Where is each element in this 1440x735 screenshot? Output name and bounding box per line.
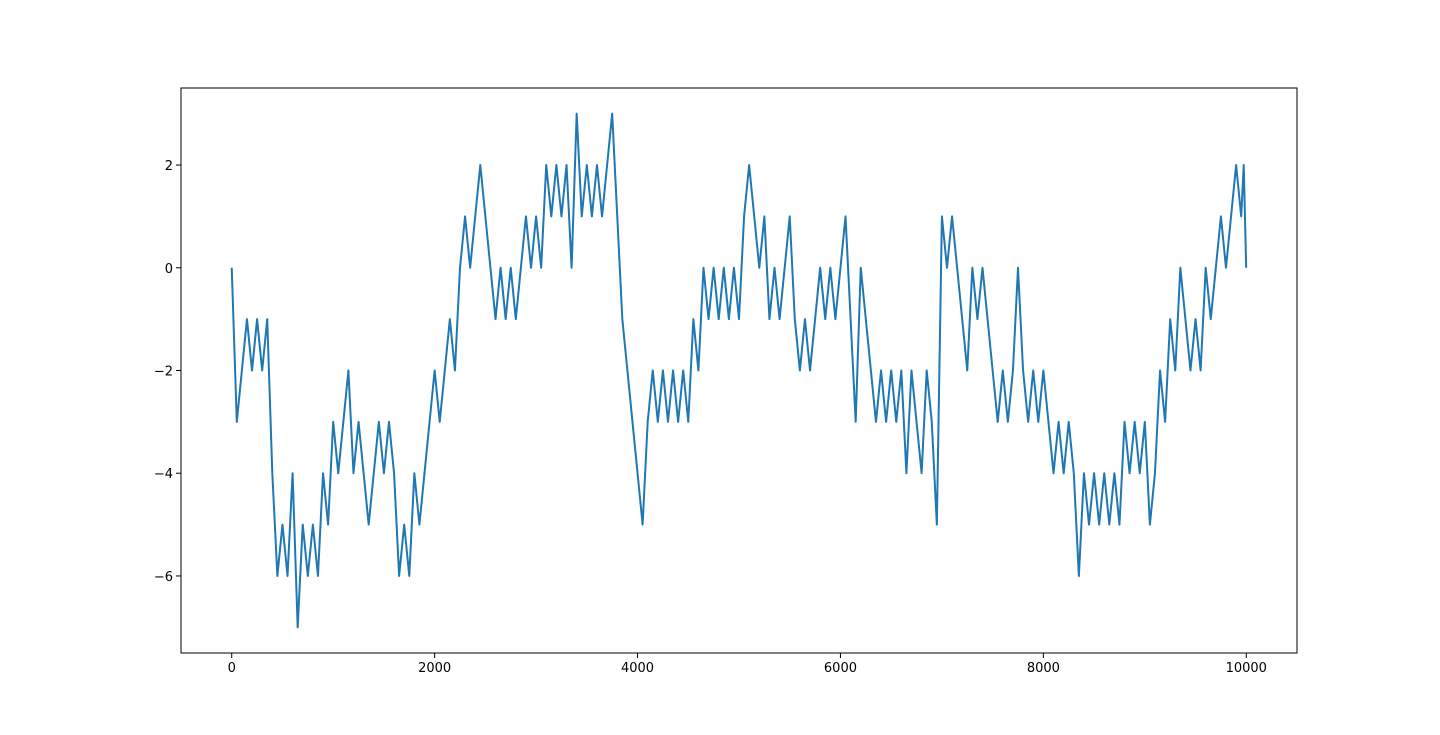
line-series xyxy=(230,112,1248,629)
x-tick-label: 6000 xyxy=(824,661,857,676)
x-tick-label: 10000 xyxy=(1226,661,1267,676)
x-tick-label: 2000 xyxy=(418,661,451,676)
x-tick-label: 0 xyxy=(228,661,236,676)
y-tick-label: 0 xyxy=(165,262,173,277)
y-tick-label: −4 xyxy=(154,467,173,482)
x-tick-label: 4000 xyxy=(621,661,654,676)
x-tick-label: 8000 xyxy=(1027,661,1060,676)
y-tick-label: −2 xyxy=(154,365,173,380)
y-tick-label: 2 xyxy=(165,159,173,174)
y-tick-label: −6 xyxy=(154,570,173,585)
